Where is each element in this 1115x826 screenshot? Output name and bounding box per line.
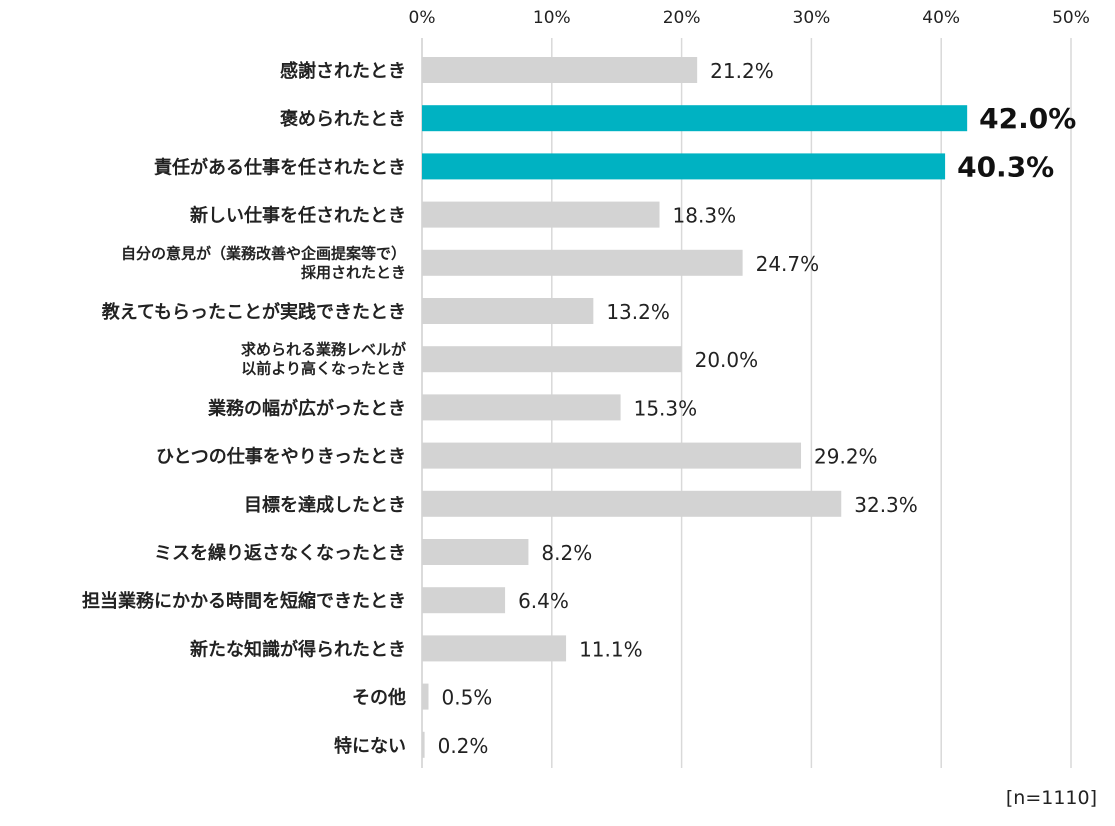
x-tick-label: 20% [663,8,701,28]
value-label: 8.2% [541,541,592,565]
category-label: 教えてもらったことが実践できたとき [102,301,406,323]
category-label: ひとつの仕事をやりきったとき [156,446,406,468]
value-label: 15.3% [634,396,698,420]
category-label-line: 自分の意見が（業務改善や企画提案等で） [121,244,406,262]
category-label: 新たな知識が得られたとき [190,638,406,660]
category-label: 担当業務にかかる時間を短縮できたとき [82,590,406,612]
bar [422,346,682,373]
bars [422,57,968,758]
bar [422,298,594,324]
category-label: 業務の幅が広がったとき [207,397,406,419]
category-label-line: 求められる業務レベルが [241,341,407,359]
value-labels: 21.2% 42.0% 40.3% 18.3% 24.7% 13.2% 20.0% 15.3%… [438,59,1077,758]
bar [422,635,567,662]
bar [422,731,425,758]
category-labels: 感謝されたとき褒められたとき責任がある仕事を任されたとき新しい仕事を任されたとき… [82,60,407,757]
bar [422,539,529,565]
category-label: その他 [352,687,406,709]
x-tick-label: 50% [1052,8,1090,28]
category-label-line: 採用されたとき [301,263,406,281]
value-label: 42.0% [979,102,1076,135]
bar [422,683,429,710]
value-label: 13.2% [606,300,670,324]
bar [422,105,968,132]
category-label-line: 以前より高くなったとき [241,360,406,378]
value-label: 6.4% [518,589,569,613]
value-label: 11.1% [579,637,643,661]
category-label: 褒められたとき [279,108,406,130]
bar [422,490,842,517]
category-label: 自分の意見が（業務改善や企画提案等で）採用されたとき [121,244,406,281]
bar [422,249,743,276]
category-label: ミスを繰り返さなくなったとき [154,542,406,564]
category-label: 求められる業務レベルが以前より高くなったとき [241,341,407,378]
value-label: 32.3% [854,493,918,517]
x-axis-tick-labels: 0% 10% 20% 30% 40% 50% [409,8,1090,28]
x-tick-label: 40% [922,8,960,28]
value-label: 0.5% [441,686,492,710]
x-tick-label: 30% [793,8,831,28]
value-label: 21.2% [710,59,774,83]
x-tick-label: 0% [409,8,436,28]
value-label: 29.2% [814,445,878,469]
category-label: 責任がある仕事を任されたとき [154,156,406,178]
category-label: 目標を達成したとき [244,494,406,516]
bar [422,57,698,83]
sample-size-note: [n=1110] [1006,787,1097,809]
category-label: 特にない [334,735,406,757]
value-label: 24.7% [756,252,820,276]
value-label: 40.3% [957,150,1054,183]
value-label: 20.0% [695,348,759,372]
value-label: 18.3% [673,204,737,228]
bar [422,201,660,228]
category-label: 新しい仕事を任されたとき [190,205,406,227]
bar [422,442,802,469]
x-tick-label: 10% [533,8,571,28]
value-label: 0.2% [438,734,489,758]
bar [422,587,506,614]
bar [422,153,946,180]
category-label: 感謝されたとき [280,60,406,82]
bar [422,394,621,421]
